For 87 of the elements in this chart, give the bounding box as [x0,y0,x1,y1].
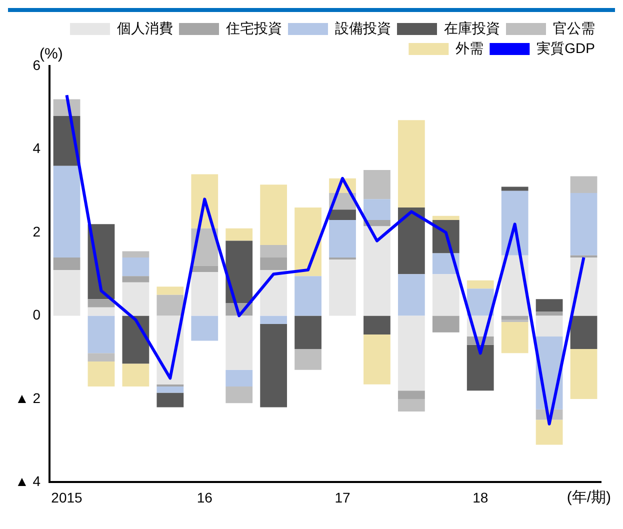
legend-label: 官公需 [553,20,595,36]
y-axis-title: (%) [40,46,63,63]
bar [156,392,184,408]
bar [466,280,494,289]
y-tick-label: 2 [32,223,41,240]
bar [432,274,460,316]
bar [398,316,425,391]
bar [122,364,150,386]
bar [501,186,528,191]
bar [432,216,460,220]
y-tick-label: ▲ 4 [14,473,41,490]
x-tick-label: 16 [196,489,213,506]
bar [156,294,184,316]
bar [364,316,390,334]
bar [329,260,356,316]
bar [260,324,288,408]
bar [398,390,425,399]
legend-label: 実質GDP [536,40,596,56]
bar [122,282,150,316]
bar [570,192,598,256]
legend-label: 在庫投資 [444,20,500,36]
bar [432,316,460,332]
bar [364,170,390,200]
bar [260,244,288,258]
bar [364,334,390,384]
bar [88,353,115,362]
bar [88,307,115,316]
bar [53,166,80,258]
bar [364,226,390,316]
y-tick-label: 0 [32,306,41,323]
legend-label: 住宅投資 [225,20,282,36]
x-axis-title: (年/期) [566,488,611,506]
bar [122,276,150,282]
bar [191,316,218,341]
bar [570,349,598,399]
bar [570,316,598,350]
bar [260,184,288,245]
bar [536,312,563,316]
bar [501,322,528,354]
bar [156,286,184,295]
bar [570,176,598,193]
bar [398,120,425,208]
bar [226,370,253,386]
bar [260,270,288,316]
x-tick-label: 18 [472,489,488,506]
x-tick-label: 2015 [51,489,83,506]
bar [536,299,563,312]
x-tick-label: 17 [334,489,350,506]
bar [398,274,425,316]
legend-label: 個人消費 [117,20,173,36]
bar [122,316,150,364]
bar [88,362,115,386]
bar [191,272,218,316]
bar [466,344,494,391]
bar [226,386,253,404]
bar [398,398,425,412]
y-tick-label: 6 [32,56,41,73]
bar [53,257,80,270]
bar [364,199,390,220]
bar [122,257,150,276]
bar [466,288,494,316]
bar [329,220,356,258]
bar [329,210,356,220]
bar [53,270,80,316]
bar [226,228,253,241]
bar [156,386,184,393]
bar [294,316,322,350]
bar [260,257,288,270]
legend-label: 外需 [456,40,484,56]
bar [329,257,356,260]
bar [226,240,253,304]
bar [536,316,563,337]
bar [191,266,218,272]
bar [122,251,150,258]
bar [294,276,322,316]
y-tick-label: ▲ 2 [14,390,41,406]
bar [88,299,115,308]
bar [88,316,115,354]
legend-label: 設備投資 [335,20,391,36]
bar [294,349,322,370]
bar [501,316,528,320]
bar [260,316,288,324]
bar [226,316,253,370]
bar [536,420,563,445]
bar [294,208,322,276]
y-tick-label: 4 [32,140,41,156]
bar [398,208,425,274]
